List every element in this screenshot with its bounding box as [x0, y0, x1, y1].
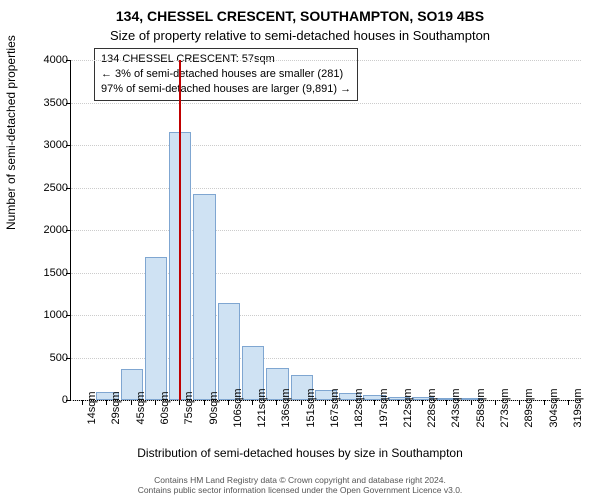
grid-line — [71, 145, 581, 146]
y-tick-label: 3500 — [28, 97, 68, 109]
grid-line — [71, 188, 581, 189]
x-tick-label: 289sqm — [523, 388, 535, 427]
chart-title: 134, CHESSEL CRESCENT, SOUTHAMPTON, SO19… — [0, 8, 600, 24]
x-tick-mark — [252, 400, 253, 405]
y-tick-label: 3000 — [28, 139, 68, 151]
x-tick-mark — [179, 400, 180, 405]
x-tick-label: 182sqm — [353, 388, 365, 427]
x-tick-label: 136sqm — [280, 388, 292, 427]
y-tick-label: 4000 — [28, 54, 68, 66]
chart-container: 134, CHESSEL CRESCENT, SOUTHAMPTON, SO19… — [0, 0, 600, 500]
y-tick-label: 2000 — [28, 224, 68, 236]
x-tick-mark — [155, 400, 156, 405]
x-tick-mark — [471, 400, 472, 405]
x-tick-label: 60sqm — [159, 391, 171, 424]
histogram-bar — [218, 303, 240, 400]
reference-line — [179, 60, 181, 400]
x-tick-mark — [82, 400, 83, 405]
x-tick-mark — [276, 400, 277, 405]
x-tick-mark — [204, 400, 205, 405]
x-tick-label: 151sqm — [305, 388, 317, 427]
x-tick-mark — [228, 400, 229, 405]
x-tick-label: 106sqm — [232, 388, 244, 427]
x-tick-mark — [325, 400, 326, 405]
x-tick-label: 90sqm — [208, 391, 220, 424]
x-tick-label: 273sqm — [499, 388, 511, 427]
x-tick-mark — [398, 400, 399, 405]
footer-line-2: Contains public sector information licen… — [0, 485, 600, 496]
x-tick-label: 243sqm — [450, 388, 462, 427]
grid-line — [71, 230, 581, 231]
x-tick-label: 45sqm — [135, 391, 147, 424]
footer-line-1: Contains HM Land Registry data © Crown c… — [0, 475, 600, 486]
x-axis-label: Distribution of semi-detached houses by … — [0, 446, 600, 460]
x-tick-mark — [301, 400, 302, 405]
x-tick-label: 121sqm — [256, 388, 268, 427]
x-tick-label: 212sqm — [402, 388, 414, 427]
y-tick-label: 1500 — [28, 267, 68, 279]
grid-line — [71, 103, 581, 104]
x-tick-label: 167sqm — [329, 388, 341, 427]
x-tick-label: 75sqm — [183, 391, 195, 424]
x-tick-label: 319sqm — [572, 388, 584, 427]
y-tick-label: 2500 — [28, 182, 68, 194]
plot-area — [70, 60, 581, 401]
footer: Contains HM Land Registry data © Crown c… — [0, 475, 600, 496]
x-tick-mark — [131, 400, 132, 405]
histogram-bar — [145, 257, 167, 400]
grid-line — [71, 60, 581, 61]
x-tick-mark — [519, 400, 520, 405]
y-tick-label: 500 — [28, 352, 68, 364]
x-tick-label: 29sqm — [110, 391, 122, 424]
y-tick-label: 1000 — [28, 309, 68, 321]
chart-subtitle: Size of property relative to semi-detach… — [0, 28, 600, 43]
x-tick-label: 304sqm — [548, 388, 560, 427]
x-tick-label: 14sqm — [86, 391, 98, 424]
y-axis-label: Number of semi-detached properties — [4, 35, 18, 230]
x-tick-mark — [446, 400, 447, 405]
x-tick-mark — [495, 400, 496, 405]
x-tick-mark — [422, 400, 423, 405]
x-tick-mark — [374, 400, 375, 405]
x-tick-label: 197sqm — [378, 388, 390, 427]
y-tick-label: 0 — [28, 394, 68, 406]
histogram-bar — [193, 194, 215, 400]
x-tick-mark — [349, 400, 350, 405]
x-tick-mark — [568, 400, 569, 405]
x-tick-label: 258sqm — [475, 388, 487, 427]
x-tick-mark — [106, 400, 107, 405]
x-tick-label: 228sqm — [426, 388, 438, 427]
x-tick-mark — [544, 400, 545, 405]
